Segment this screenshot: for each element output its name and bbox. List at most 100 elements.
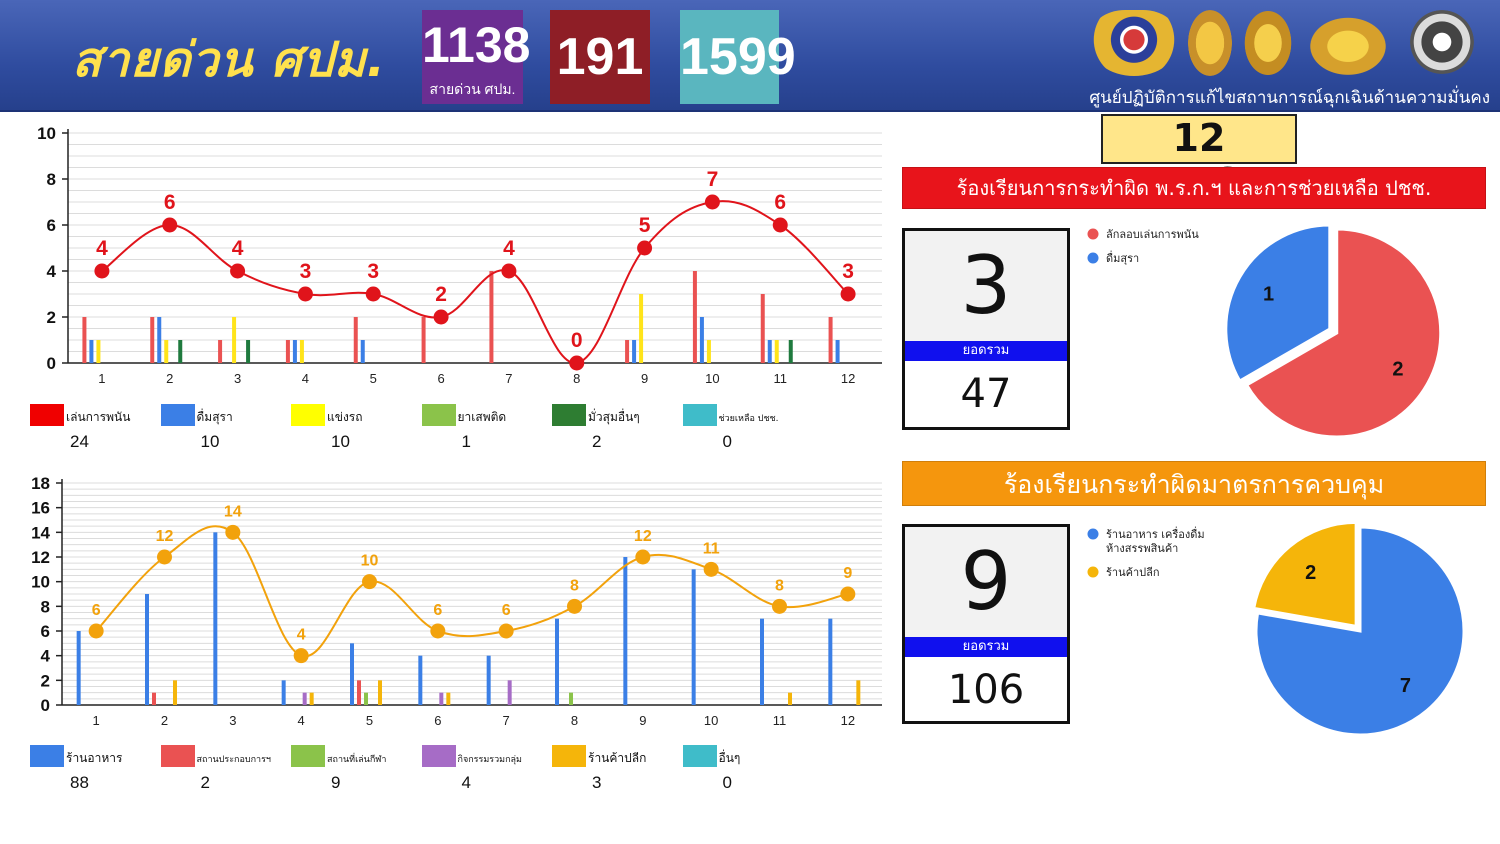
violations-count-box: 3 ยอดรวม 47 [902, 228, 1070, 430]
bar-4 [507, 680, 512, 705]
legend-swatch [160, 404, 195, 426]
legend-swatch [682, 745, 717, 767]
hotline-1138-box: 1138 สายด่วน ศปม. [422, 10, 531, 104]
legend-label: กิจกรรมรวมกลุ่ม [457, 755, 523, 765]
legend-item: สถานที่เล่นกีฬา 9 [291, 745, 421, 792]
x-tick-label: 3 [229, 713, 236, 728]
bar-5 [446, 692, 451, 705]
legend-total: 3 [592, 773, 602, 792]
pie-data-label: 7 [1400, 675, 1411, 697]
bar-1 [555, 618, 559, 705]
pie-data-label: 2 [1305, 562, 1316, 584]
line-data-label: 3 [300, 260, 312, 283]
legend-item: อื่นๆ 0 [682, 745, 813, 792]
line-point [88, 623, 104, 639]
x-tick-label: 1 [98, 371, 105, 386]
violations-section-title: ร้องเรียนการกระทำผิด พ.ร.ก.ฯ และการช่วยเ… [902, 167, 1486, 209]
legend-label: ช่วยเหลือ ปชช. [718, 414, 779, 424]
x-tick-label: 2 [166, 371, 173, 386]
y-tick-label: 4 [47, 262, 57, 281]
bar-3 [164, 340, 169, 363]
line-point [230, 263, 246, 279]
line-point [772, 598, 787, 614]
pie-slice [1244, 227, 1443, 439]
pie-legend-label: ร้านอาหาร เครื่องดื่มห้างสรรพสินค้า [1106, 526, 1205, 555]
control-measures-today-count: 9 [905, 527, 1067, 637]
bar-1 [418, 655, 423, 705]
line-point [433, 309, 449, 325]
line-point [362, 574, 377, 590]
y-tick-label: 2 [47, 308, 56, 327]
control-measures-total-label: ยอดรวม [905, 637, 1067, 657]
hotline-1138-caption: สายด่วน ศปม. [429, 81, 516, 97]
legend-label: สถานที่เล่นกีฬา [327, 755, 387, 765]
legend-label: ร้านค้าปลีก [588, 751, 647, 765]
legend-item: ร้านอาหาร 88 [30, 745, 160, 792]
x-tick-label: 4 [302, 371, 309, 386]
bar-5 [378, 680, 382, 705]
legend-item: แข่งรถ 10 [291, 404, 421, 451]
line-data-label: 4 [503, 237, 515, 260]
bar-1 [281, 680, 286, 705]
legend-swatch [291, 745, 325, 767]
line-point [840, 586, 856, 602]
bar-1 [760, 618, 764, 705]
y-tick-label: 16 [31, 499, 50, 518]
line-data-label: 12 [156, 528, 174, 545]
bar-1 [82, 317, 87, 363]
legend-label: สถานประกอบการฯ [196, 755, 272, 765]
control-measures-section-title: ร้องเรียนกระทำผิดมาตรการควบคุม [902, 461, 1486, 506]
legend-total: 4 [461, 773, 471, 792]
x-tick-label: 3 [234, 371, 241, 386]
x-tick-label: 12 [841, 713, 855, 728]
line-data-label: 6 [433, 602, 442, 619]
y-tick-label: 2 [41, 671, 50, 690]
x-tick-label: 1 [93, 713, 100, 728]
hotline-1138-number: 1138 [422, 17, 531, 73]
pie-slice [1224, 223, 1332, 384]
line-point [162, 217, 178, 233]
violations-total-count: 47 [960, 371, 1012, 417]
line-point [365, 286, 381, 302]
legend-item: สถานประกอบการฯ 2 [160, 745, 291, 792]
legend-item: ดื่มสุรา 10 [160, 404, 291, 451]
pie-data-label: 1 [1263, 284, 1274, 306]
header-banner: สายด่วน ศปม. 1138 สายด่วน ศปม. 191 1599 … [0, 0, 1500, 112]
legend-label: เล่นการพนัน [66, 410, 131, 424]
x-tick-label: 5 [370, 371, 377, 386]
legend-total: 88 [70, 773, 89, 792]
bar-3 [706, 340, 711, 363]
bar-1 [760, 294, 765, 363]
legend-item: ยาเสพติด 1 [421, 404, 552, 451]
police-seal-icon [1410, 10, 1474, 74]
line-data-label: 4 [297, 627, 306, 644]
date-label: 12 ต.ค.64 [1101, 114, 1297, 204]
bar-1 [828, 317, 833, 363]
y-tick-label: 18 [31, 474, 50, 493]
bar-1 [285, 340, 290, 363]
bar-2 [632, 340, 637, 363]
pie-legend-marker [1087, 228, 1099, 240]
line-data-label: 3 [367, 260, 379, 283]
line-data-label: 3 [842, 260, 854, 283]
y-tick-label: 4 [41, 647, 51, 666]
bar-2 [767, 340, 772, 363]
pie-slice [1254, 525, 1466, 737]
x-tick-label: 8 [571, 713, 578, 728]
pie-legend-label: ร้านค้าปลีก [1106, 566, 1160, 579]
x-tick-label: 11 [774, 371, 788, 386]
line-data-label: 9 [843, 565, 852, 582]
x-tick-label: 5 [366, 713, 373, 728]
x-tick-label: 6 [434, 713, 441, 728]
legend-total: 2 [592, 432, 602, 451]
y-tick-label: 10 [31, 573, 50, 592]
hotline-1599-number: 1599 [680, 28, 796, 86]
bar-5 [178, 340, 183, 363]
legend-total: 24 [70, 432, 89, 451]
line-data-label: 0 [571, 329, 583, 352]
x-tick-label: 8 [573, 371, 580, 386]
bar-1 [691, 569, 696, 705]
violations-pie-chart: ลักลอบเล่นการพนันดื่มสุรา 2 1 [1087, 223, 1443, 439]
bar-2 [360, 340, 365, 363]
bar-2 [157, 317, 162, 363]
